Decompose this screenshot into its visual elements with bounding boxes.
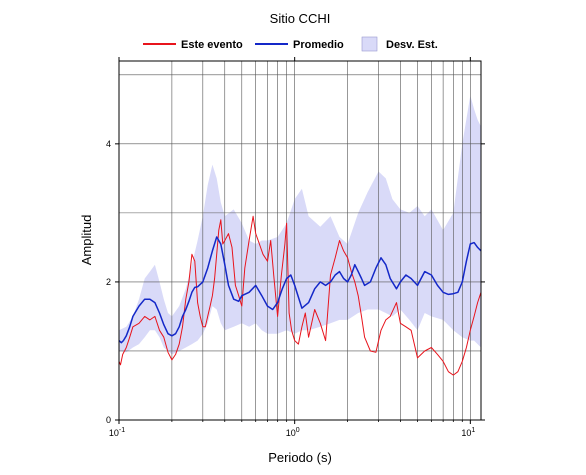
x-axis-title: Periodo (s) (268, 450, 332, 465)
legend-swatch-std (361, 36, 378, 52)
y-tick-label: 2 (106, 277, 111, 287)
y-tick-label: 0 (106, 415, 111, 425)
legend: Este evento Promedio Desv. Est. (143, 36, 438, 52)
legend-label-event: Este evento (181, 39, 243, 51)
x-tick-label: 10-1 (109, 427, 125, 438)
plot-border (118, 60, 482, 421)
plot-frame (118, 60, 482, 421)
x-tick-label: 100 (286, 427, 300, 438)
chart-title: Sitio CCHI (270, 11, 331, 26)
y-axis-title: Amplitud (79, 215, 94, 266)
y-tick-label: 4 (106, 139, 111, 149)
series-line-mean (118, 236, 482, 344)
legend-item-event: Este evento (143, 39, 243, 51)
std-band-layer (119, 95, 481, 355)
legend-item-mean: Promedio (255, 39, 344, 51)
legend-label-std: Desv. Est. (386, 39, 438, 51)
std-band (119, 95, 481, 355)
ticks-layer: 0 2 4 10-1 100 101 (106, 57, 485, 438)
series-layer (118, 215, 482, 376)
x-tick-label: 101 (461, 427, 475, 438)
legend-item-std: Desv. Est. (361, 36, 438, 52)
series-line-event (118, 215, 482, 376)
legend-label-mean: Promedio (293, 39, 344, 51)
